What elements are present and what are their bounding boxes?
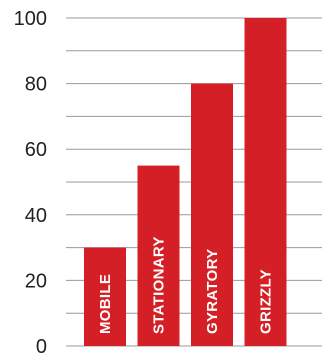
- y-tick-label: 20: [25, 270, 47, 292]
- bar-label-stationary: STATIONARY: [151, 236, 168, 334]
- bar-mobile: [84, 247, 126, 346]
- y-axis-tick-labels: 0 20 40 60 80 100: [14, 8, 47, 353]
- bar-stationary: [137, 165, 180, 346]
- bar-category-labels: MOBILE STATIONARY GYRATORY GRIZZLY: [97, 236, 275, 334]
- bar-label-gyratory: GYRATORY: [204, 249, 221, 334]
- bars: [84, 18, 287, 346]
- bar-grizzly: [244, 18, 287, 346]
- y-tick-label: 100: [14, 8, 47, 30]
- bar-label-mobile: MOBILE: [97, 274, 114, 334]
- y-tick-label: 40: [25, 205, 47, 227]
- y-tick-label: 0: [36, 336, 47, 353]
- bar-gyratory: [191, 83, 233, 346]
- y-tick-label: 60: [25, 139, 47, 161]
- bar-label-grizzly: GRIZZLY: [258, 269, 275, 334]
- y-tick-label: 80: [25, 74, 47, 96]
